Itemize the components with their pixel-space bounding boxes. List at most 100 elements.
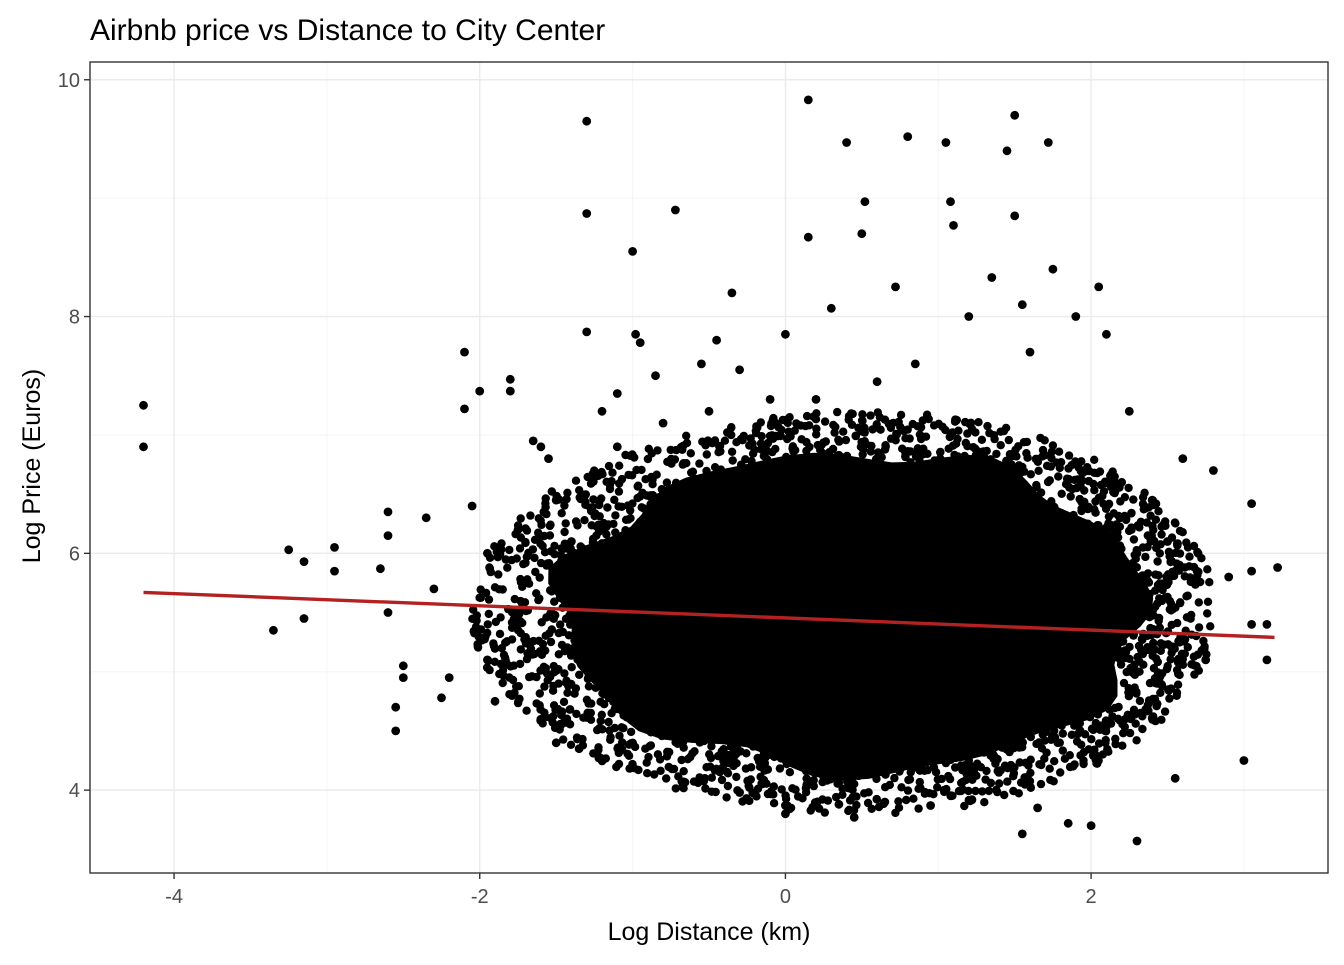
cluster-fringe-point bbox=[1099, 690, 1108, 699]
cluster-fringe-point bbox=[789, 454, 799, 464]
cluster-fringe-point bbox=[1120, 715, 1130, 724]
cluster-fringe-point bbox=[614, 487, 624, 496]
cluster-fringe-point bbox=[1132, 586, 1142, 595]
cluster-fringe-point bbox=[1079, 756, 1088, 765]
cluster-fringe-point bbox=[844, 806, 853, 816]
cluster-fringe-point bbox=[679, 459, 688, 468]
cluster-fringe-point bbox=[604, 461, 614, 471]
cluster-fringe-point bbox=[1117, 634, 1127, 643]
cluster-fringe-point bbox=[848, 409, 857, 419]
cluster-fringe-point bbox=[690, 747, 699, 756]
cluster-fringe-point bbox=[897, 480, 906, 490]
cluster-fringe-point bbox=[878, 766, 887, 776]
cluster-fringe-point bbox=[610, 495, 619, 504]
cluster-fringe-point bbox=[951, 753, 960, 763]
data-point bbox=[704, 406, 714, 416]
cluster-fringe-point bbox=[811, 415, 821, 424]
cluster-fringe-point bbox=[777, 785, 786, 794]
cluster-fringe-point bbox=[812, 479, 821, 488]
cluster-fringe-point bbox=[1100, 477, 1110, 486]
cluster-fringe-point bbox=[1064, 464, 1073, 473]
cluster-fringe-point bbox=[675, 713, 685, 722]
cluster-fringe-point bbox=[607, 599, 616, 608]
cluster-fringe-point bbox=[642, 690, 651, 700]
cluster-fringe-point bbox=[1062, 715, 1071, 724]
cluster-fringe-point bbox=[476, 593, 485, 602]
cluster-fringe-point bbox=[1166, 655, 1175, 664]
cluster-fringe-point bbox=[1194, 598, 1204, 607]
data-point bbox=[781, 809, 790, 819]
cluster-fringe-point bbox=[892, 735, 902, 744]
data-point bbox=[1025, 347, 1035, 357]
cluster-fringe-point bbox=[897, 745, 906, 754]
cluster-fringe-point bbox=[791, 785, 800, 794]
cluster-fringe-point bbox=[598, 470, 607, 479]
cluster-fringe-point bbox=[496, 613, 505, 622]
cluster-fringe-point bbox=[623, 656, 633, 665]
cluster-fringe-point bbox=[622, 663, 631, 673]
cluster-fringe-point bbox=[615, 680, 624, 689]
cluster-fringe-point bbox=[1032, 514, 1041, 524]
cluster-fringe-point bbox=[572, 617, 581, 627]
cluster-fringe-point bbox=[999, 500, 1009, 509]
cluster-fringe-point bbox=[1080, 629, 1089, 639]
cluster-fringe-point bbox=[569, 548, 578, 557]
cluster-fringe-point bbox=[615, 461, 624, 470]
cluster-fringe-point bbox=[621, 526, 630, 535]
data-point bbox=[1063, 818, 1073, 828]
cluster-fringe-point bbox=[1094, 658, 1103, 668]
cluster-fringe-point bbox=[830, 428, 839, 437]
data-point bbox=[628, 247, 637, 256]
cluster-fringe-point bbox=[900, 474, 909, 483]
cluster-fringe-point bbox=[563, 488, 572, 497]
data-point bbox=[658, 418, 668, 428]
cluster-fringe-point bbox=[961, 723, 970, 732]
cluster-fringe-point bbox=[819, 465, 828, 474]
data-point bbox=[1247, 566, 1256, 576]
cluster-fringe-point bbox=[1033, 721, 1042, 730]
cluster-fringe-point bbox=[585, 598, 594, 607]
cluster-fringe-point bbox=[833, 754, 842, 763]
cluster-fringe-point bbox=[602, 477, 611, 486]
data-point bbox=[964, 312, 974, 321]
cluster-fringe-point bbox=[1069, 555, 1079, 564]
cluster-fringe-point bbox=[718, 495, 727, 504]
cluster-fringe-point bbox=[562, 718, 571, 727]
cluster-fringe-point bbox=[1102, 647, 1112, 656]
cluster-fringe-point bbox=[965, 741, 974, 751]
cluster-fringe-point bbox=[1091, 553, 1101, 562]
cluster-fringe-point bbox=[1157, 596, 1167, 606]
cluster-fringe-point bbox=[802, 774, 811, 783]
cluster-fringe-point bbox=[1206, 622, 1215, 631]
data-point bbox=[735, 365, 744, 375]
cluster-fringe-point bbox=[951, 763, 960, 772]
cluster-fringe-point bbox=[1093, 649, 1103, 658]
cluster-fringe-point bbox=[741, 455, 750, 464]
cluster-fringe-point bbox=[550, 550, 559, 559]
cluster-fringe-point bbox=[745, 796, 754, 806]
data-point bbox=[1170, 773, 1180, 783]
cluster-fringe-point bbox=[515, 544, 525, 553]
cluster-fringe-point bbox=[762, 779, 771, 788]
cluster-fringe-point bbox=[603, 503, 612, 512]
cluster-fringe-point bbox=[482, 663, 492, 672]
cluster-fringe-point bbox=[982, 715, 992, 724]
cluster-fringe-point bbox=[1090, 455, 1099, 464]
cluster-fringe-point bbox=[701, 784, 710, 793]
cluster-fringe-point bbox=[652, 673, 661, 683]
data-point bbox=[635, 338, 645, 347]
cluster-fringe-point bbox=[1107, 615, 1116, 624]
cluster-fringe-point bbox=[516, 645, 525, 654]
data-point bbox=[1094, 282, 1104, 292]
cluster-fringe-point bbox=[743, 487, 752, 496]
cluster-fringe-point bbox=[506, 662, 515, 671]
cluster-fringe-point bbox=[595, 724, 604, 733]
cluster-fringe-point bbox=[486, 567, 495, 577]
cluster-fringe-point bbox=[944, 472, 953, 481]
cluster-fringe-point bbox=[1148, 521, 1157, 531]
cluster-fringe-point bbox=[967, 795, 977, 805]
cluster-fringe-point bbox=[778, 415, 787, 425]
cluster-fringe-point bbox=[626, 451, 635, 460]
cluster-fringe-point bbox=[715, 441, 725, 451]
